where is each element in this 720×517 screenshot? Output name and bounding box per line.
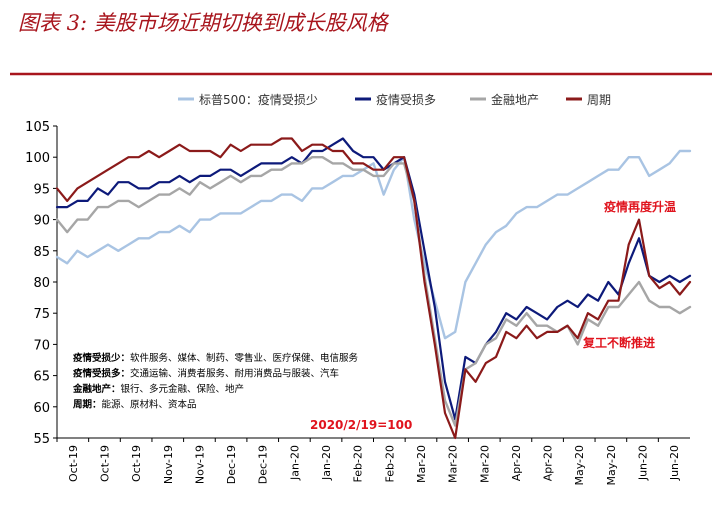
sector-note-text: 银行、多元金融、保险、地产 <box>121 383 245 395</box>
x-tick-label: Nov-19 <box>162 445 175 484</box>
legend-label: 标普500：疫情受损少 <box>199 92 318 107</box>
sector-note-label: 疫情受损少： <box>73 352 130 364</box>
y-tick-label: 75 <box>33 307 50 322</box>
y-tick-label: 100 <box>25 151 50 166</box>
y-tick-label: 60 <box>33 401 50 416</box>
y-tick-label: 95 <box>33 182 50 197</box>
x-tick-label: Feb-20 <box>352 445 365 482</box>
series-layer <box>55 137 692 440</box>
x-tick-label: Jun-20 <box>668 445 681 481</box>
sector-note-label: 金融地产： <box>72 383 121 395</box>
x-tick-label: Apr-20 <box>542 445 555 481</box>
y-tick-label: 65 <box>33 370 50 385</box>
sector-note-label: 周期： <box>73 399 102 411</box>
x-tick-label: Oct-19 <box>98 445 111 482</box>
x-tick-label: Oct-19 <box>130 445 143 482</box>
x-tick-label: Jan-20 <box>320 445 333 481</box>
more-affected-line <box>55 137 692 421</box>
y-tick-label: 90 <box>33 214 50 229</box>
chart-title: 图表 3: 美股市场近期切换到成长股风格 <box>18 11 390 35</box>
x-tick-label: Jun-20 <box>637 445 650 481</box>
legend-label: 金融地产 <box>491 92 539 107</box>
x-tick-label: May-20 <box>573 445 586 486</box>
x-tick-label: Oct-19 <box>67 445 80 482</box>
x-tick-label: Mar-20 <box>478 445 491 483</box>
sector-note-text: 交通运输、消费者服务、耐用消费品与服装、汽车 <box>130 368 339 380</box>
legend: 标普500：疫情受损少 疫情受损多 金融地产 周期 <box>178 92 611 107</box>
x-tick-label: Dec-19 <box>225 445 238 484</box>
axes: 55 60 65 70 75 80 85 90 95 100 105 Oct-19 Oct-19 Oct-… <box>25 120 690 486</box>
annotation-reopening: 复工不断推进 <box>582 335 655 350</box>
x-tick-label: May-20 <box>605 445 618 486</box>
sector-note: 疫情受损少：软件服务、媒体、制药、零售业、医疗保健、电信服务 <box>73 352 359 364</box>
annotation-baseline: 2020/2/19=100 <box>310 418 412 432</box>
sp500-less-affected-line <box>55 149 692 340</box>
y-tick-label: 80 <box>33 276 50 291</box>
sector-note-label: 疫情受损多： <box>73 368 130 380</box>
sector-note: 疫情受损多：交通运输、消费者服务、耐用消费品与服装、汽车 <box>73 368 339 380</box>
sector-notes: 疫情受损少：软件服务、媒体、制药、零售业、医疗保健、电信服务疫情受损多：交通运输… <box>72 352 359 411</box>
y-tick-label: 85 <box>33 245 50 260</box>
sector-note-text: 能源、原材料、资本品 <box>102 399 197 411</box>
x-tick-label: Mar-20 <box>447 445 460 483</box>
cyclical-line <box>55 137 692 440</box>
sector-note: 金融地产：银行、多元金融、保险、地产 <box>72 383 244 395</box>
x-tick-label: Feb-20 <box>383 445 396 482</box>
x-tick-label: Apr-20 <box>510 445 523 481</box>
legend-label: 周期 <box>587 93 611 107</box>
sector-note-text: 软件服务、媒体、制药、零售业、医疗保健、电信服务 <box>130 352 359 364</box>
x-tick-label: Mar-20 <box>415 445 428 483</box>
y-tick-label: 55 <box>33 432 50 447</box>
annotation-resurgence: 疫情再度升温 <box>604 199 676 214</box>
y-tick-label: 105 <box>25 120 50 135</box>
legend-item-sp500: 标普500：疫情受损少 <box>178 92 318 107</box>
y-tick-label: 70 <box>33 338 50 353</box>
legend-item-cyclical: 周期 <box>566 93 611 107</box>
legend-item-more-affected: 疫情受损多 <box>355 92 436 107</box>
legend-item-finance: 金融地产 <box>470 92 539 107</box>
x-tick-label: Dec-19 <box>257 445 270 484</box>
legend-label: 疫情受损多 <box>376 92 436 107</box>
finance-realestate-line <box>55 155 692 427</box>
x-tick-label: Jan-20 <box>288 445 301 481</box>
x-tick-label: Nov-19 <box>193 445 206 484</box>
sector-note: 周期：能源、原材料、资本品 <box>73 399 197 411</box>
